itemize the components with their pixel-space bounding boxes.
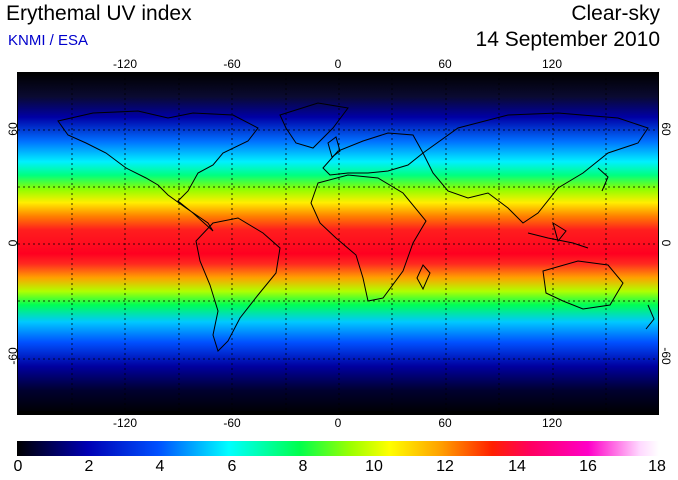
credit-label: KNMI / ESA — [8, 32, 89, 49]
lon-label-top: -60 — [223, 57, 241, 71]
sky-condition-label: Clear-sky — [571, 2, 660, 25]
lon-label-top: 0 — [334, 57, 342, 71]
lon-label-bottom: -120 — [112, 416, 138, 430]
colorbar-tick-label: 4 — [155, 458, 165, 475]
uv-index-map — [17, 72, 659, 415]
lon-label-bottom: -60 — [223, 416, 241, 430]
lat-label-right: 0 — [659, 239, 673, 247]
colorbar-tick-label: 2 — [84, 458, 94, 475]
lon-label-bottom: 0 — [334, 416, 342, 430]
lon-label-top: 120 — [541, 57, 563, 71]
lat-label-left: -60 — [6, 347, 20, 365]
lon-label-bottom: 120 — [541, 416, 563, 430]
coastlines — [57, 102, 655, 352]
lon-label-top: -120 — [112, 57, 138, 71]
uv-colorbar — [17, 441, 659, 456]
lon-label-top: 60 — [438, 57, 452, 71]
colorbar-tick-label: 6 — [227, 458, 237, 475]
colorbar-tick-label: 12 — [436, 458, 454, 475]
world-map-svg — [18, 73, 658, 414]
colorbar-tick-label: 14 — [508, 458, 526, 475]
lat-label-left: 0 — [6, 239, 20, 247]
colorbar-tick-label: 8 — [298, 458, 308, 475]
colorbar-tick-label: 16 — [579, 458, 597, 475]
bottom-axis-ticks — [18, 411, 658, 414]
colorbar-tick-label: 0 — [13, 458, 23, 475]
lat-label-left: 60 — [6, 122, 20, 136]
map-title: Erythemal UV index — [6, 2, 192, 25]
date-label: 14 September 2010 — [475, 28, 660, 51]
lon-label-bottom: 60 — [438, 416, 452, 430]
graticule — [18, 73, 658, 414]
lat-label-right: 60 — [659, 122, 673, 136]
colorbar-tick-label: 10 — [365, 458, 383, 475]
lat-label-right: -60 — [659, 347, 673, 365]
colorbar-tick-label: 18 — [648, 458, 666, 475]
